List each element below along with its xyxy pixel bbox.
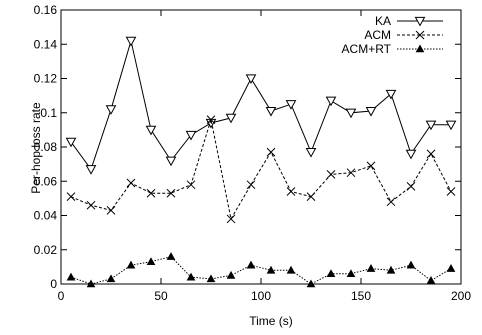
legend-item: KA [375,14,443,28]
data-point [446,187,456,196]
data-point [426,276,436,284]
data-point [206,274,216,283]
series-line [70,256,452,285]
data-point [106,206,116,215]
data-point [166,188,176,198]
x-tick-label: 200 [451,289,471,303]
data-point [266,147,276,157]
data-point [386,265,396,274]
legend-marker [415,44,425,53]
data-point [406,260,416,269]
data-point [126,260,136,269]
data-point [346,168,356,178]
data-point [405,149,417,160]
series-ka [65,36,457,175]
data-point [425,120,437,131]
data-point [186,180,196,190]
x-tick-label: 50 [154,289,168,303]
y-tick-label: 0.08 [34,140,58,154]
data-point [285,100,297,110]
data-point [445,120,457,131]
legend-marker [415,30,425,40]
x-tick-label: 100 [251,289,271,303]
data-point [85,165,97,175]
data-point [406,182,416,191]
data-point [326,269,336,278]
legend-label: KA [375,14,391,28]
data-point [345,108,357,119]
data-point [146,188,156,198]
data-point [66,192,76,202]
legend-label: ACM [364,28,391,42]
x-tick-label: 0 [58,289,65,303]
data-point [185,130,197,141]
data-point [225,113,237,124]
legend-item: ACM+RT [342,42,443,56]
y-tick-label: 0.16 [34,3,58,17]
data-point [426,149,436,159]
data-point [245,74,257,85]
data-point [266,265,276,274]
x-axis-label: Time (s) [249,314,293,328]
data-point [346,269,356,278]
data-point [226,214,236,224]
data-point [385,89,397,100]
data-point [166,252,176,260]
data-point [65,137,77,148]
data-point [145,125,157,136]
data-point [326,170,336,179]
data-point [286,187,296,196]
data-point [186,272,196,281]
y-axis-label: Per-hop loss rate [29,102,43,194]
data-point [305,148,317,158]
plot-frame [60,9,462,285]
data-point [86,200,96,210]
data-point [126,178,136,188]
x-tick-label: 150 [351,289,371,303]
data-point [106,274,116,283]
data-point [306,192,316,202]
series-line [70,40,451,171]
data-point [206,115,216,124]
data-point [366,264,376,272]
data-point [446,264,456,272]
legend-label: ACM+RT [342,42,392,56]
data-point [306,279,316,288]
series-acm [66,115,456,224]
y-tick-label: 0.14 [34,37,58,51]
data-point [86,279,96,288]
data-point [365,106,377,117]
data-point [366,161,376,171]
data-point [125,36,137,47]
y-tick-label: 0.02 [34,243,58,257]
data-point [386,197,396,207]
legend-item: ACM [364,28,443,42]
data-point [66,272,76,281]
series-line [70,119,452,221]
data-point [265,106,277,117]
data-point [105,105,117,115]
data-point [286,265,296,274]
data-point [165,156,177,167]
y-tick-label: 0.12 [34,72,58,86]
data-point [246,180,256,190]
data-point [325,96,337,107]
legend-marker [414,16,426,27]
y-tick-label: 0.04 [34,209,58,223]
y-tick-label: 0.06 [34,174,58,188]
series-acm-rt [66,252,456,288]
data-point [146,257,156,266]
y-tick-label: 0 [50,277,57,291]
data-point [226,270,236,279]
y-tick-label: 0.1 [40,106,57,120]
data-point [246,260,256,269]
